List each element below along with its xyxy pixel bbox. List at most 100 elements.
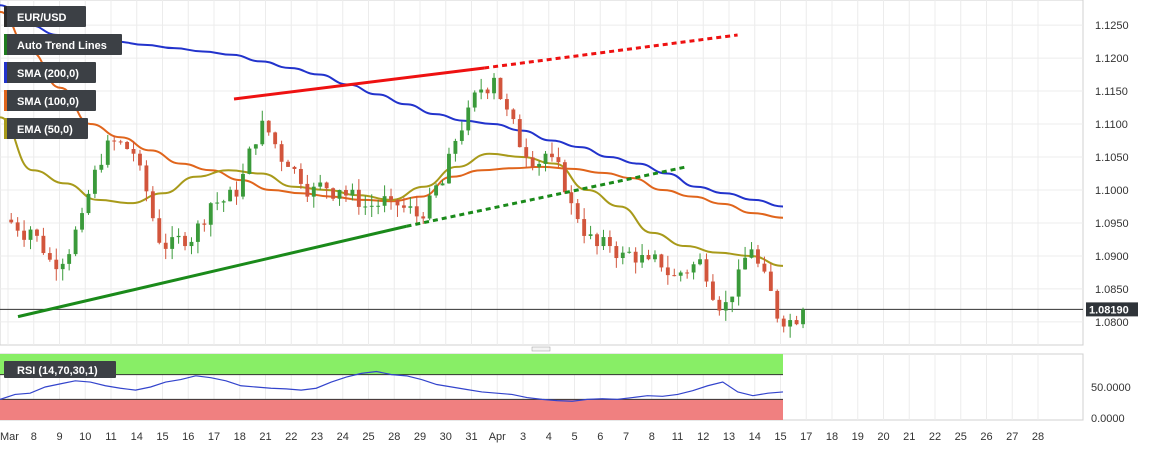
- candle-body: [279, 144, 284, 162]
- candle-body: [550, 153, 554, 158]
- y-tick-label: 1.1200: [1095, 53, 1129, 65]
- main-panel: [0, 0, 1084, 346]
- legend-item[interactable]: SMA (200,0): [4, 62, 96, 83]
- legend-item[interactable]: EUR/USD: [4, 6, 86, 27]
- candle-body: [453, 140, 458, 154]
- x-tick-label: 10: [79, 431, 91, 443]
- candle-body: [781, 318, 786, 327]
- legend-item[interactable]: Auto Trend Lines: [4, 34, 122, 55]
- candle-body: [138, 153, 142, 166]
- candle-body: [447, 153, 451, 184]
- candle-body: [80, 213, 84, 230]
- candle-body: [266, 120, 271, 133]
- candle-body: [28, 229, 33, 240]
- candle-body: [582, 219, 587, 236]
- x-tick-label: 3: [520, 431, 526, 443]
- x-tick-label: 20: [877, 431, 889, 443]
- candle-body: [768, 271, 773, 291]
- red-trend-line: [233, 66, 485, 101]
- x-tick-label: 14: [131, 431, 143, 443]
- candles: [9, 73, 805, 338]
- candle-body: [350, 189, 355, 196]
- candle-body: [614, 246, 619, 259]
- candle-body: [144, 165, 149, 192]
- candle-body: [498, 77, 503, 100]
- candle-body: [691, 264, 696, 273]
- candle-body: [575, 203, 580, 220]
- candle-body: [440, 183, 445, 186]
- rsi-label-box: [4, 361, 116, 378]
- candle-body: [672, 275, 677, 277]
- candle-body: [504, 99, 509, 110]
- candle-body: [157, 218, 162, 243]
- legend-item[interactable]: EMA (50,0): [4, 118, 88, 139]
- x-tick-label: 4: [546, 431, 552, 443]
- candle-body: [356, 189, 361, 207]
- candle-body: [292, 166, 297, 169]
- x-tick-label: Mar: [0, 431, 19, 443]
- candle-body: [401, 205, 406, 208]
- candle-body: [170, 237, 175, 249]
- x-tick-label: 17: [208, 431, 220, 443]
- candle-body: [395, 199, 400, 206]
- candle-body: [492, 77, 496, 94]
- candle-body: [92, 169, 97, 194]
- legend-item-bg: [4, 6, 86, 27]
- y-tick-label: 1.1150: [1095, 86, 1128, 98]
- candle-body: [710, 281, 715, 300]
- candle-body: [86, 193, 91, 214]
- candle-body: [260, 120, 265, 145]
- x-tick-label: 17: [800, 431, 812, 443]
- legend[interactable]: EUR/USD Auto Trend Lines SMA (200,0) SMA (1…: [4, 6, 122, 139]
- candle-body: [125, 142, 130, 150]
- candle-body: [556, 157, 561, 163]
- y-tick-label: 1.1000: [1095, 185, 1129, 197]
- candle-body: [408, 206, 413, 208]
- x-tick-label: 5: [571, 431, 577, 443]
- candle-body: [427, 195, 432, 219]
- legend-item-bg: [4, 90, 96, 111]
- legend-item[interactable]: SMA (100,0): [4, 90, 96, 111]
- candle-body: [331, 188, 336, 199]
- candle-body: [762, 263, 767, 272]
- x-tick-label: 13: [723, 431, 735, 443]
- legend-label: EUR/USD: [17, 12, 67, 24]
- candle-body: [459, 130, 464, 141]
- candle-body: [562, 162, 567, 193]
- candle-body: [131, 149, 136, 154]
- candle-body: [801, 309, 805, 325]
- x-tick-label: 26: [980, 431, 992, 443]
- x-tick-label: 28: [388, 431, 400, 443]
- candle-body: [414, 206, 419, 217]
- candle-body: [665, 267, 670, 276]
- candle-body: [298, 168, 303, 184]
- candle-body: [788, 320, 793, 327]
- candle-body: [749, 249, 754, 258]
- y-tick-label: 1.0950: [1095, 218, 1129, 230]
- candle-body: [324, 182, 329, 189]
- x-tick-label: 27: [1006, 431, 1018, 443]
- x-tick-label: 6: [597, 431, 603, 443]
- x-tick-label: 24: [337, 431, 349, 443]
- candle-body: [41, 235, 46, 254]
- x-tick-label: 14: [749, 431, 761, 443]
- legend-item-bg: [4, 118, 88, 139]
- candle-body: [286, 161, 290, 167]
- x-tick-label: 18: [826, 431, 838, 443]
- candle-body: [311, 186, 316, 197]
- axes: 1.1250 1.1200 1.1150 1.1100 1.1050 1.1000 1.09…: [0, 20, 1138, 443]
- candle-body: [472, 92, 477, 108]
- sma-100-line: [0, 10, 784, 219]
- candle-body: [530, 157, 535, 168]
- candle-body: [363, 206, 368, 208]
- x-tick-label: 8: [31, 431, 37, 443]
- candle-body: [717, 299, 722, 311]
- rsi-tick-label: 0.0000: [1091, 413, 1125, 425]
- rsi-panel: RSI (14,70,30,1): [0, 354, 784, 420]
- candle-body: [646, 255, 651, 260]
- candle-body: [775, 290, 780, 319]
- y-tick-label: 1.0900: [1095, 251, 1129, 263]
- x-tick-label: 18: [234, 431, 246, 443]
- rsi-line: [0, 370, 784, 402]
- candle-body: [382, 196, 387, 206]
